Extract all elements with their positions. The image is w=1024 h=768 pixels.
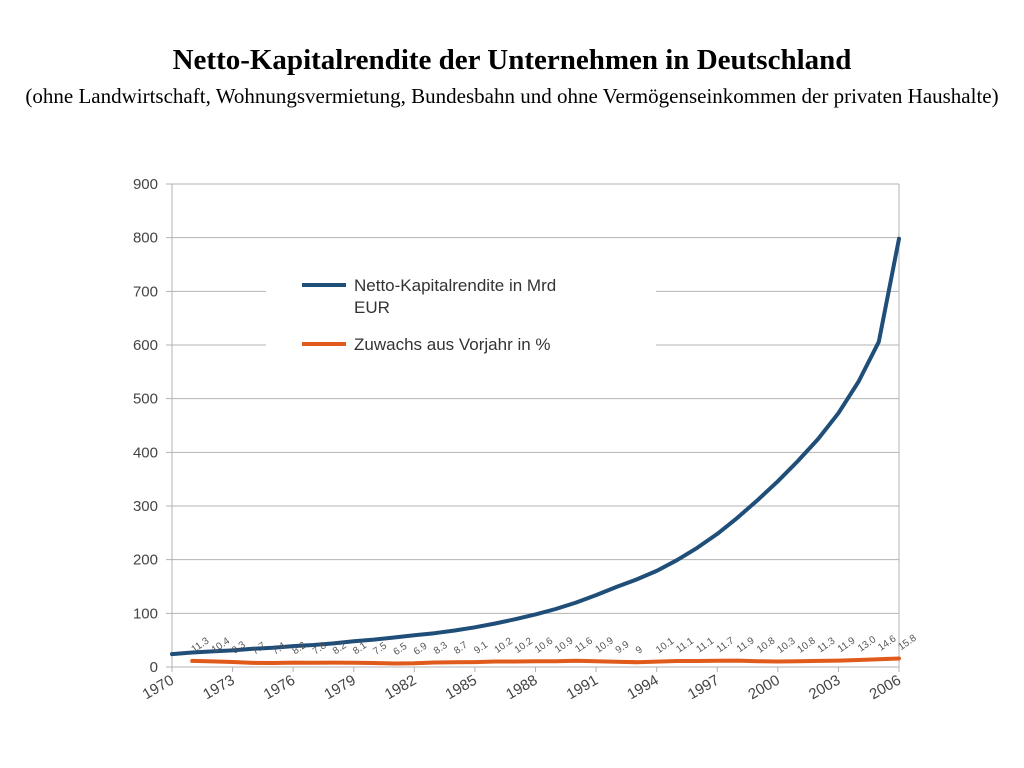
data-label: 10.8 <box>755 635 778 655</box>
data-label: 10.1 <box>654 636 677 656</box>
y-tick-label: 600 <box>133 337 158 354</box>
series-lines <box>170 236 901 666</box>
data-label: 11.1 <box>694 636 716 656</box>
x-tick-label: 2003 <box>806 672 843 703</box>
x-tick-label: 1991 <box>564 672 601 703</box>
data-label: 11.3 <box>816 635 838 655</box>
x-tick-label: 2006 <box>867 672 904 703</box>
data-label: 10.3 <box>775 636 798 656</box>
data-label: 9 <box>634 644 645 656</box>
data-label: 10.8 <box>795 635 818 655</box>
data-label: 11.7 <box>715 635 737 655</box>
y-tick-label: 700 <box>133 283 158 300</box>
x-tick-label: 1994 <box>624 672 661 703</box>
x-tick-label: 1979 <box>321 672 358 703</box>
data-label: 11.6 <box>573 635 595 655</box>
data-label: 7.7 <box>250 640 268 657</box>
data-label: 6.9 <box>412 641 430 658</box>
data-label: 10.9 <box>593 635 616 655</box>
data-label: 9.1 <box>472 639 490 656</box>
series-line-zuwachs <box>190 656 901 666</box>
data-label: 8.3 <box>432 640 450 657</box>
data-label: 9.9 <box>614 639 632 656</box>
data-label: 10.2 <box>493 636 516 656</box>
data-label: 11.9 <box>735 635 757 655</box>
x-axis-ticks: 1970 1973 1976 1979 1982 1985 1988 1991 1994 1997… <box>140 672 904 703</box>
data-labels: 11.310.49.3 7.7 7.4 8.2 7.8 8.2 8.1 7.5 6.5 6.9 8.… <box>190 633 919 658</box>
data-label: 15.8 <box>896 633 919 653</box>
x-tick-label: 1973 <box>200 672 237 703</box>
data-label: 6.5 <box>392 641 410 658</box>
data-label: 8.2 <box>291 640 309 657</box>
data-label: 10.9 <box>553 635 576 655</box>
data-label: 7.4 <box>270 640 288 657</box>
legend-label-netto: Netto-Kapitalrendite in Mrd <box>354 276 556 295</box>
data-label: 9.3 <box>230 639 248 656</box>
y-axis-ticks: 0 100 200 300 400 500 600 700 800 900 <box>133 176 158 676</box>
y-tick-label: 500 <box>133 391 158 408</box>
data-label: 11.9 <box>836 635 858 655</box>
y-tick-label: 0 <box>150 659 158 676</box>
grid-lines <box>166 183 900 672</box>
series-line-netto-kapitalrendite <box>170 236 901 657</box>
x-tick-label: 1988 <box>503 672 540 703</box>
y-tick-label: 200 <box>133 552 158 569</box>
x-tick-label: 2000 <box>745 672 782 703</box>
data-label: 14.6 <box>876 633 899 653</box>
legend: Netto-Kapitalrendite in Mrd EUR Zuwachs … <box>266 262 656 362</box>
y-tick-label: 300 <box>133 498 158 515</box>
x-tick-label: 1997 <box>685 672 722 703</box>
chart-subtitle: (ohne Landwirtschaft, Wohnungsvermietung… <box>25 84 999 108</box>
x-tick-label: 1982 <box>382 672 419 703</box>
legend-label-netto-cont: EUR <box>354 298 390 317</box>
y-tick-label: 900 <box>133 176 158 193</box>
legend-label-zuwachs: Zuwachs aus Vorjahr in % <box>354 335 551 354</box>
y-tick-label: 400 <box>133 444 158 461</box>
x-tick-label: 1985 <box>443 672 480 703</box>
y-tick-label: 100 <box>133 605 158 622</box>
data-label: 10.2 <box>513 636 536 656</box>
data-label: 10.6 <box>533 635 556 655</box>
data-label: 8.7 <box>452 640 470 657</box>
y-tick-label: 800 <box>133 230 158 247</box>
x-tick-label: 1976 <box>261 672 298 703</box>
x-tick-label: 1970 <box>140 672 177 703</box>
data-label: 7.5 <box>371 640 389 657</box>
chart-title: Netto-Kapitalrendite der Unternehmen in … <box>172 44 852 76</box>
data-label: 11.1 <box>674 636 696 656</box>
